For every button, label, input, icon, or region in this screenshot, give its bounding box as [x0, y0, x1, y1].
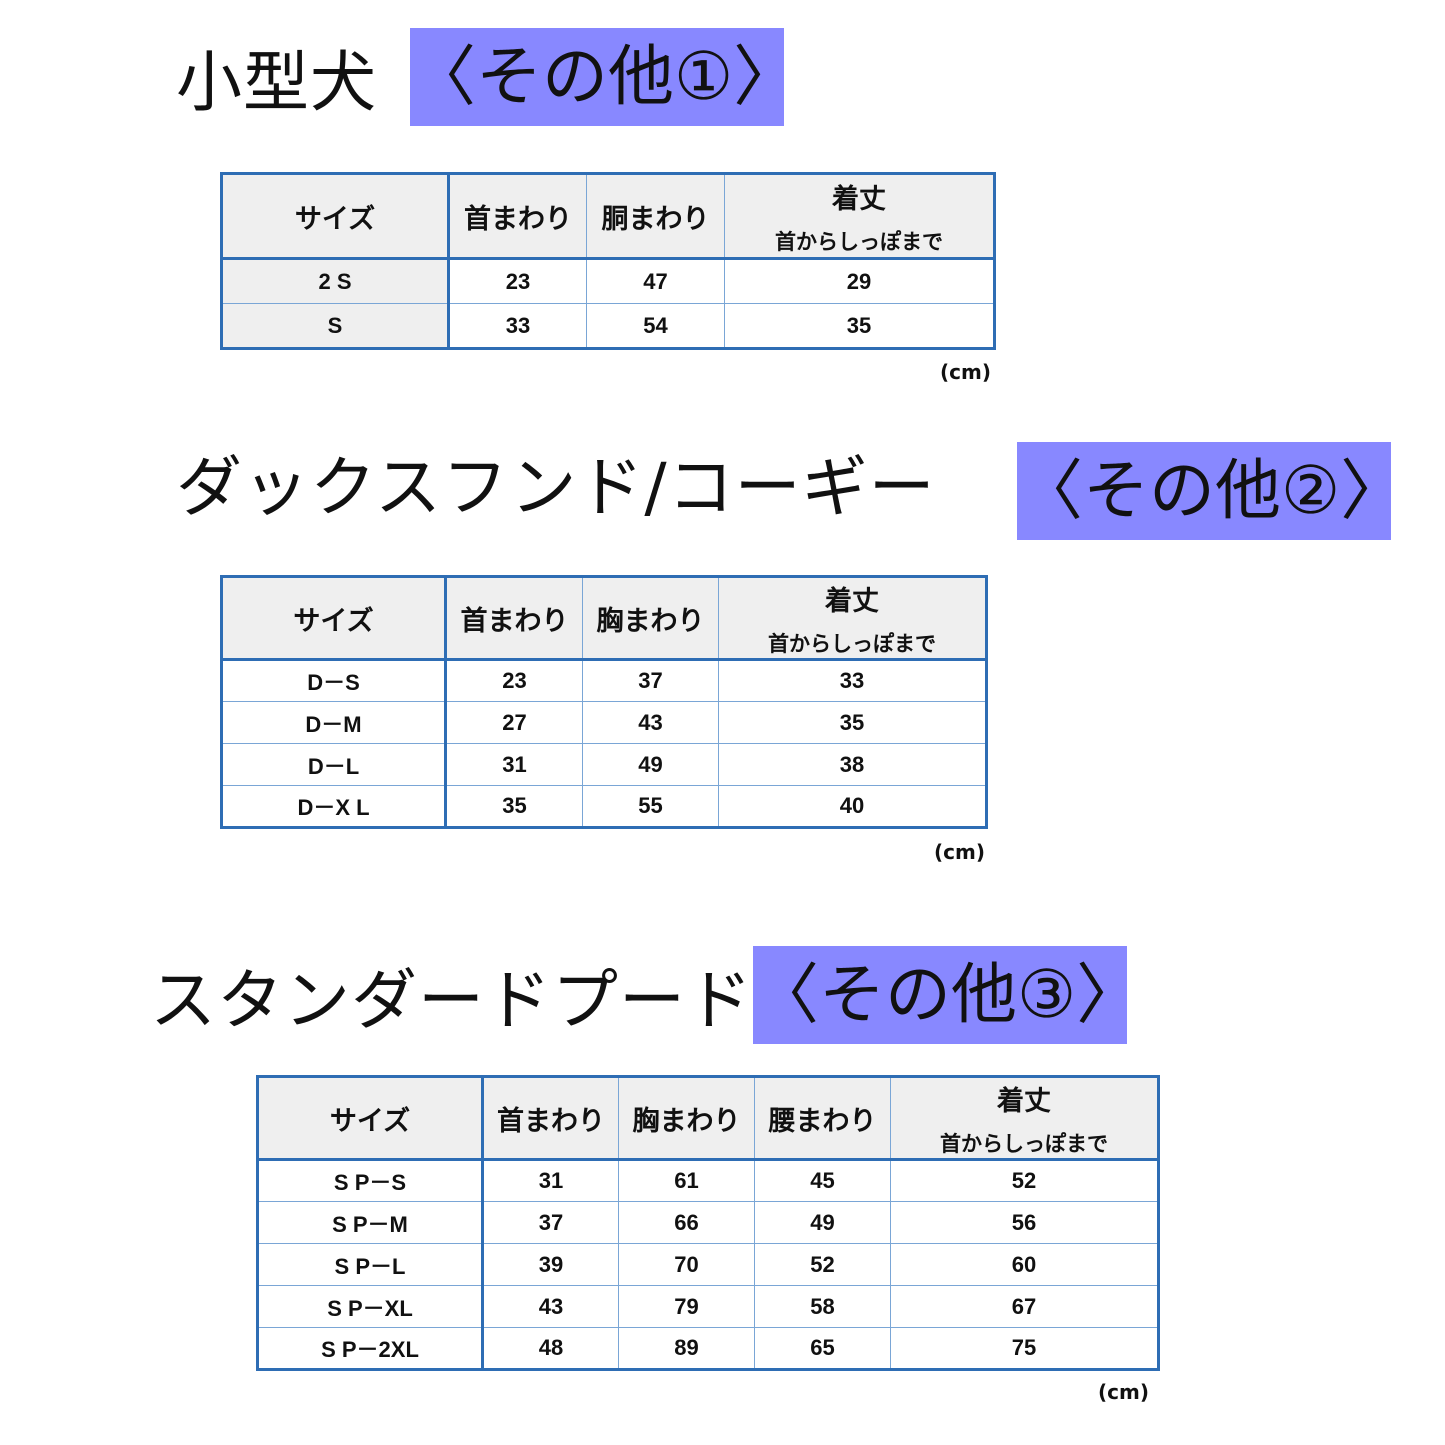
table-row: S P－L 39 70 52 60: [257, 1243, 1159, 1286]
table-row: 2 S 23 47 29: [221, 258, 995, 304]
table-row: D－L 31 49 38: [221, 743, 987, 786]
category-badge: 〈その他①〉: [410, 28, 799, 126]
value-cell: 43: [582, 701, 719, 744]
size-table: サイズ 首まわり 胸まわり 着丈 首からしっぽまで D－S 23 37 33 D－M 27 43 35 D…: [220, 575, 988, 829]
table-row: S P－XL 43 79 58 67: [257, 1285, 1159, 1328]
value-cell: 43: [482, 1285, 619, 1328]
size-cell: D－M: [221, 701, 447, 744]
value-cell: 35: [718, 701, 987, 744]
header-sub: 首からしっぽまで: [768, 631, 936, 656]
size-cell: S P－L: [257, 1243, 484, 1286]
value-cell: 49: [582, 743, 719, 786]
value-cell: 54: [586, 303, 725, 349]
size-cell: D－X L: [221, 785, 447, 828]
value-cell: 52: [890, 1159, 1159, 1202]
column-header: サイズ: [221, 576, 447, 661]
header-row: サイズ 首まわり 胴まわり 着丈 首からしっぽまで: [221, 173, 995, 260]
value-cell: 75: [890, 1327, 1159, 1370]
unit-label: (cm): [1098, 1380, 1149, 1404]
section-title: ダックスフンド/コーギー: [176, 449, 936, 526]
size-cell: S P－M: [257, 1201, 484, 1244]
value-cell: 48: [482, 1327, 619, 1370]
value-cell: 66: [618, 1201, 755, 1244]
size-table: サイズ 首まわり 胸まわり 腰まわり 着丈 首からしっぽまで S P－S 31 61 45 52 S …: [256, 1075, 1160, 1371]
value-cell: 35: [724, 303, 995, 349]
unit-label: (cm): [940, 360, 991, 384]
value-cell: 67: [890, 1285, 1159, 1328]
column-header: 着丈首からしっぽまで: [718, 576, 987, 661]
column-header: 着丈首からしっぽまで: [890, 1076, 1159, 1161]
category-badge: 〈その他③〉: [753, 946, 1142, 1044]
value-cell: 31: [482, 1159, 619, 1202]
value-cell: 55: [582, 785, 719, 828]
column-header: 首まわり: [482, 1076, 619, 1161]
header-sub: 首からしっぽまで: [940, 1131, 1108, 1156]
value-cell: 35: [445, 785, 583, 828]
value-cell: 60: [890, 1243, 1159, 1286]
header-sub: 首からしっぽまで: [775, 229, 943, 254]
value-cell: 40: [718, 785, 987, 828]
size-cell: S: [221, 303, 450, 349]
unit-label: (cm): [934, 840, 985, 864]
header-main: 着丈: [997, 1085, 1051, 1117]
column-header: 着丈首からしっぽまで: [724, 173, 995, 260]
value-cell: 39: [482, 1243, 619, 1286]
size-cell: S P－2XL: [257, 1327, 484, 1370]
column-header: 胸まわり: [582, 576, 719, 661]
value-cell: 33: [448, 303, 587, 349]
table-row: S 33 54 35: [221, 303, 995, 349]
value-cell: 23: [448, 258, 587, 304]
value-cell: 70: [618, 1243, 755, 1286]
value-cell: 61: [618, 1159, 755, 1202]
value-cell: 56: [890, 1201, 1159, 1244]
value-cell: 47: [586, 258, 725, 304]
value-cell: 29: [724, 258, 995, 304]
column-header: サイズ: [257, 1076, 484, 1161]
value-cell: 23: [445, 659, 583, 702]
value-cell: 89: [618, 1327, 755, 1370]
value-cell: 38: [718, 743, 987, 786]
value-cell: 31: [445, 743, 583, 786]
value-cell: 37: [482, 1201, 619, 1244]
size-cell: S P－S: [257, 1159, 484, 1202]
table-row: D－M 27 43 35: [221, 701, 987, 744]
header-row: サイズ 首まわり 胸まわり 着丈 首からしっぽまで: [221, 576, 987, 661]
value-cell: 49: [754, 1201, 891, 1244]
value-cell: 27: [445, 701, 583, 744]
category-badge: 〈その他②〉: [1017, 442, 1406, 540]
table-row: D－S 23 37 33: [221, 659, 987, 702]
value-cell: 65: [754, 1327, 891, 1370]
header-row: サイズ 首まわり 胸まわり 腰まわり 着丈 首からしっぽまで: [257, 1076, 1159, 1161]
value-cell: 52: [754, 1243, 891, 1286]
size-cell: S P－XL: [257, 1285, 484, 1328]
column-header: 胸まわり: [618, 1076, 755, 1161]
section-title: 小型犬: [176, 44, 377, 121]
value-cell: 79: [618, 1285, 755, 1328]
table-row: S P－S 31 61 45 52: [257, 1159, 1159, 1202]
table-row: S P－M 37 66 49 56: [257, 1201, 1159, 1244]
section-title: スタンダードプードル: [150, 962, 820, 1039]
table-row: S P－2XL 48 89 65 75: [257, 1327, 1159, 1370]
value-cell: 45: [754, 1159, 891, 1202]
size-cell: D－S: [221, 659, 447, 702]
value-cell: 33: [718, 659, 987, 702]
header-main: 着丈: [825, 585, 879, 617]
size-table: サイズ 首まわり 胴まわり 着丈 首からしっぽまで 2 S 23 47 29 S 33 54 35: [220, 172, 996, 350]
size-cell: D－L: [221, 743, 447, 786]
column-header: 胴まわり: [586, 173, 725, 260]
value-cell: 37: [582, 659, 719, 702]
header-main: 着丈: [832, 183, 886, 215]
value-cell: 58: [754, 1285, 891, 1328]
table-row: D－X L 35 55 40: [221, 785, 987, 828]
size-cell: 2 S: [221, 258, 450, 304]
column-header: 腰まわり: [754, 1076, 891, 1161]
column-header: 首まわり: [448, 173, 587, 260]
column-header: サイズ: [221, 173, 450, 260]
column-header: 首まわり: [445, 576, 583, 661]
